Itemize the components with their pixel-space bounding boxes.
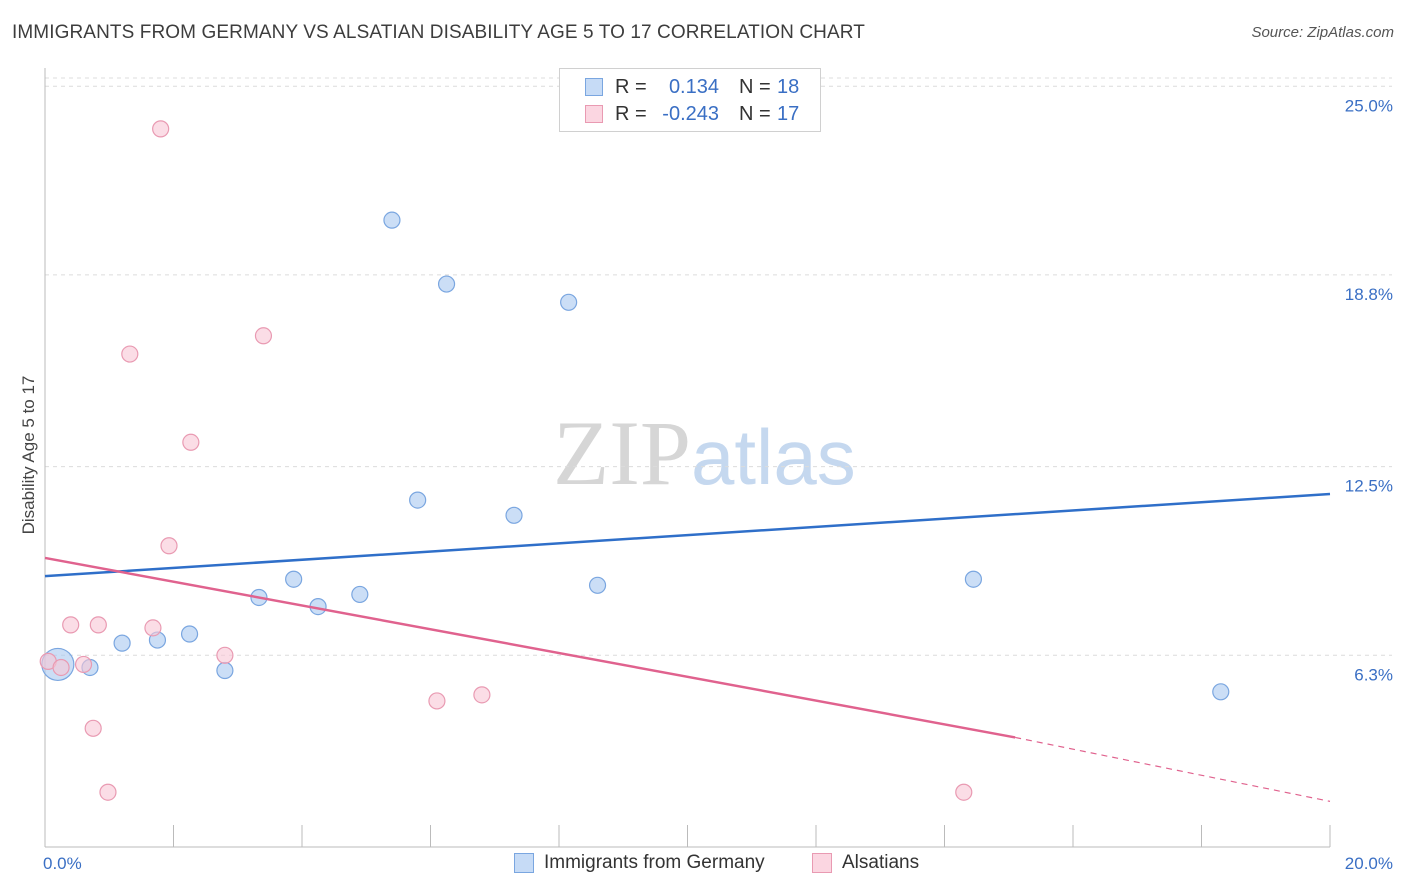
legend-r-value: 0.134: [668, 75, 719, 98]
alsatians-point: [121, 345, 139, 363]
alsatians-point: [84, 719, 102, 737]
alsatians-trend-line: [44, 556, 1016, 739]
germany-point: [505, 506, 523, 524]
legend-n-value: 18: [777, 75, 800, 98]
chart-title: IMMIGRANTS FROM GERMANY VS ALSATIAN DISA…: [12, 22, 865, 43]
alsatians-point: [216, 646, 234, 664]
legend-row-germany: R = 0.134 N = 18: [585, 74, 799, 100]
y-tick-label: 18.8%: [1345, 285, 1393, 304]
bottom-legend-alsatians: Alsatians: [812, 852, 919, 874]
legend-n-value: 17: [777, 102, 800, 125]
alsatians-point: [52, 658, 70, 677]
alsatians-trend-extension: [1015, 736, 1331, 802]
alsatians-point: [182, 433, 200, 451]
legend-swatch-germany: [585, 78, 603, 96]
watermark: ZIPatlas: [553, 400, 856, 506]
alsatians-point: [89, 616, 107, 634]
germany-point: [285, 570, 303, 588]
bottom-legend-swatch-germany: [514, 853, 534, 873]
germany-point: [409, 491, 427, 509]
alsatians-point: [473, 686, 491, 704]
legend-r-label: R =: [615, 75, 647, 98]
y-tick-label: 25.0%: [1345, 96, 1393, 115]
germany-trend-line: [44, 492, 1331, 578]
legend-n-label: N =: [739, 75, 771, 98]
x-tick-label: 20.0%: [1345, 854, 1393, 873]
legend-r-value: -0.243: [662, 102, 719, 125]
y-tick-label: 6.3%: [1354, 665, 1393, 684]
alsatians-point: [160, 537, 178, 555]
bottom-legend-label-germany: Immigrants from Germany: [544, 852, 765, 873]
germany-point: [437, 275, 456, 293]
alsatians-point: [144, 619, 162, 637]
bottom-legend-swatch-alsatians: [812, 853, 832, 873]
watermark-zip: ZIP: [553, 402, 691, 504]
y-tick-label: 12.5%: [1345, 477, 1393, 496]
alsatians-point: [74, 655, 93, 674]
germany-point: [560, 293, 578, 311]
legend-n-label: N =: [739, 102, 771, 125]
germany-point: [964, 570, 983, 588]
legend-swatch-alsatians: [585, 105, 603, 123]
bottom-legend-label-alsatians: Alsatians: [842, 852, 920, 873]
legend-box: R = 0.134 N = 18 R = -0.243 N = 17: [559, 68, 821, 132]
alsatians-point: [152, 120, 170, 138]
germany-point: [216, 661, 234, 680]
alsatians-point: [99, 783, 117, 801]
germany-point: [588, 576, 607, 594]
x-tick-label: 0.0%: [43, 854, 82, 873]
germany-point: [113, 634, 131, 652]
legend-r-label: R =: [615, 102, 647, 125]
alsatians-point: [955, 783, 973, 801]
alsatians-point: [62, 616, 80, 634]
source-label: Source: ZipAtlas.com: [1251, 24, 1394, 41]
bottom-legend-germany: Immigrants from Germany: [514, 852, 765, 874]
alsatians-point: [428, 692, 446, 710]
germany-point: [383, 211, 401, 229]
alsatians-point: [254, 327, 273, 345]
y-axis-label: Disability Age 5 to 17: [19, 376, 38, 535]
germany-point: [351, 585, 369, 604]
watermark-atlas: atlas: [691, 413, 856, 501]
legend-row-alsatians: R = -0.243 N = 17: [585, 101, 799, 127]
germany-point: [1212, 683, 1230, 701]
germany-point: [180, 625, 199, 643]
